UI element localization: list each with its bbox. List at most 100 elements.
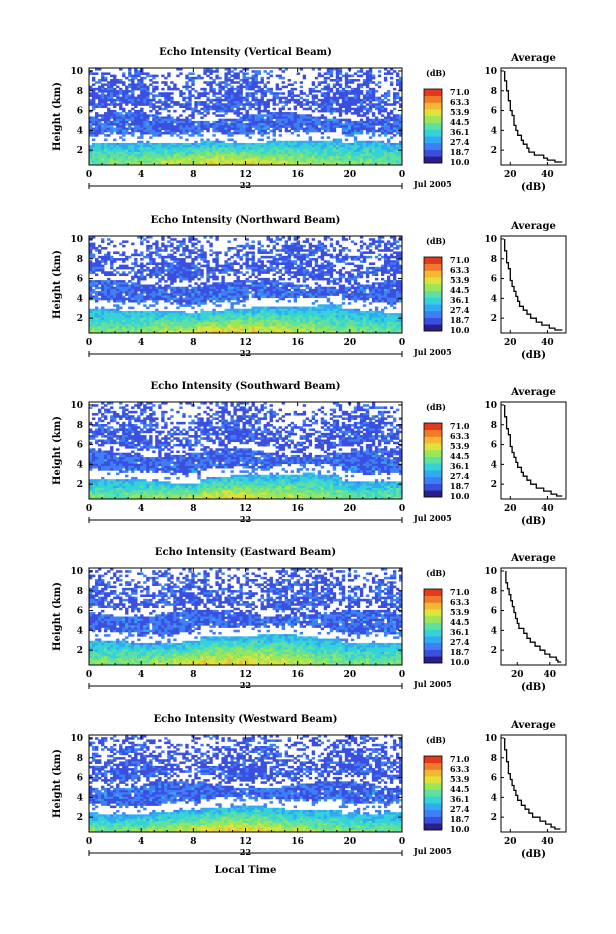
heatmap-cell: [366, 245, 369, 248]
heatmap-cell: [246, 110, 249, 113]
heatmap-cell: [173, 267, 176, 270]
heatmap-cell: [387, 150, 390, 153]
heatmap-cell: [354, 99, 357, 102]
heatmap-cell: [267, 112, 270, 115]
heatmap-cell: [140, 141, 143, 144]
heatmap-cell: [209, 296, 212, 299]
heatmap-cell: [113, 88, 116, 91]
heatmap-cell: [276, 92, 279, 95]
heatmap-cell: [215, 125, 218, 128]
heatmap-cell: [149, 99, 152, 102]
heatmap-cell: [167, 265, 170, 268]
heatmap-cell: [119, 92, 122, 95]
heatmap-cell: [360, 256, 363, 259]
heatmap-cell: [318, 75, 321, 78]
heatmap-cell: [276, 152, 279, 155]
heatmap-cell: [176, 134, 179, 137]
heatmap-cell: [179, 158, 182, 161]
heatmap-cell: [158, 154, 161, 157]
heatmap-cell: [291, 161, 294, 164]
heatmap-cell: [282, 285, 285, 288]
heatmap-cell: [381, 125, 384, 128]
heatmap-cell: [182, 291, 185, 294]
heatmap-cell: [309, 254, 312, 257]
heatmap-cell: [372, 130, 375, 133]
heatmap-cell: [270, 256, 273, 259]
heatmap-cell: [309, 128, 312, 131]
heatmap-cell: [369, 141, 372, 144]
heatmap-cell: [378, 243, 381, 246]
heatmap-cell: [155, 75, 158, 78]
heatmap-cell: [246, 147, 249, 150]
heatmap-cell: [342, 289, 345, 292]
heatmap-cell: [131, 119, 134, 122]
heatmap-cell: [249, 83, 252, 86]
heatmap-cell: [197, 296, 200, 299]
heatmap-cell: [167, 99, 170, 102]
heatmap-cell: [113, 110, 116, 113]
heatmap-cell: [173, 101, 176, 104]
heatmap-cell: [348, 132, 351, 135]
heatmap-cell: [336, 141, 339, 144]
heatmap-cell: [300, 103, 303, 106]
heatmap-cell: [203, 293, 206, 296]
heatmap-cell: [279, 123, 282, 126]
heatmap-cell: [197, 134, 200, 137]
heatmap-cell: [246, 99, 249, 102]
heatmap-cell: [249, 101, 252, 104]
heatmap-cell: [378, 289, 381, 292]
heatmap-cell: [146, 296, 149, 299]
heatmap-cell: [333, 265, 336, 268]
heatmap-cell: [92, 79, 95, 82]
heatmap-cell: [306, 108, 309, 111]
heatmap-cell: [95, 152, 98, 155]
heatmap-cell: [396, 81, 399, 84]
heatmap-cell: [273, 267, 276, 270]
heatmap-cell: [236, 289, 239, 292]
heatmap-cell: [384, 256, 387, 259]
heatmap-cell: [158, 273, 161, 276]
heatmap-cell: [249, 287, 252, 290]
heatmap-cell: [339, 278, 342, 281]
heatmap-cell: [230, 267, 233, 270]
heatmap-cell: [321, 121, 324, 124]
heatmap-cell: [113, 289, 116, 292]
heatmap-cell: [369, 147, 372, 150]
heatmap-cell: [188, 254, 191, 257]
heatmap-cell: [348, 278, 351, 281]
heatmap-cell: [258, 117, 261, 120]
heatmap-cell: [282, 105, 285, 108]
heatmap-cell: [89, 293, 92, 296]
heatmap-cell: [300, 158, 303, 161]
heatmap-cell: [348, 150, 351, 153]
heatmap-cell: [339, 158, 342, 161]
heatmap-cell: [110, 298, 113, 301]
heatmap-cell: [239, 258, 242, 261]
heatmap-cell: [158, 280, 161, 283]
heatmap-cell: [218, 128, 221, 131]
heatmap-cell: [242, 293, 245, 296]
heatmap-cell: [110, 267, 113, 270]
heatmap-cell: [218, 296, 221, 299]
heatmap-cell: [357, 152, 360, 155]
heatmap-cell: [218, 293, 221, 296]
heatmap-cell: [215, 262, 218, 265]
heatmap-cell: [309, 273, 312, 276]
heatmap-cell: [339, 156, 342, 159]
heatmap-cell: [119, 273, 122, 276]
heatmap-cell: [333, 152, 336, 155]
heatmap-cell: [258, 161, 261, 164]
heatmap-cell: [194, 282, 197, 285]
heatmap-cell: [282, 123, 285, 126]
heatmap-cell: [194, 125, 197, 128]
heatmap-cell: [191, 117, 194, 120]
heatmap-cell: [330, 101, 333, 104]
heatmap-cell: [318, 90, 321, 93]
heatmap-cell: [375, 141, 378, 144]
heatmap-cell: [396, 92, 399, 95]
heatmap-cell: [396, 75, 399, 78]
heatmap-cell: [203, 158, 206, 161]
heatmap-cell: [354, 156, 357, 159]
heatmap-cell: [249, 119, 252, 122]
heatmap-cell: [185, 296, 188, 299]
